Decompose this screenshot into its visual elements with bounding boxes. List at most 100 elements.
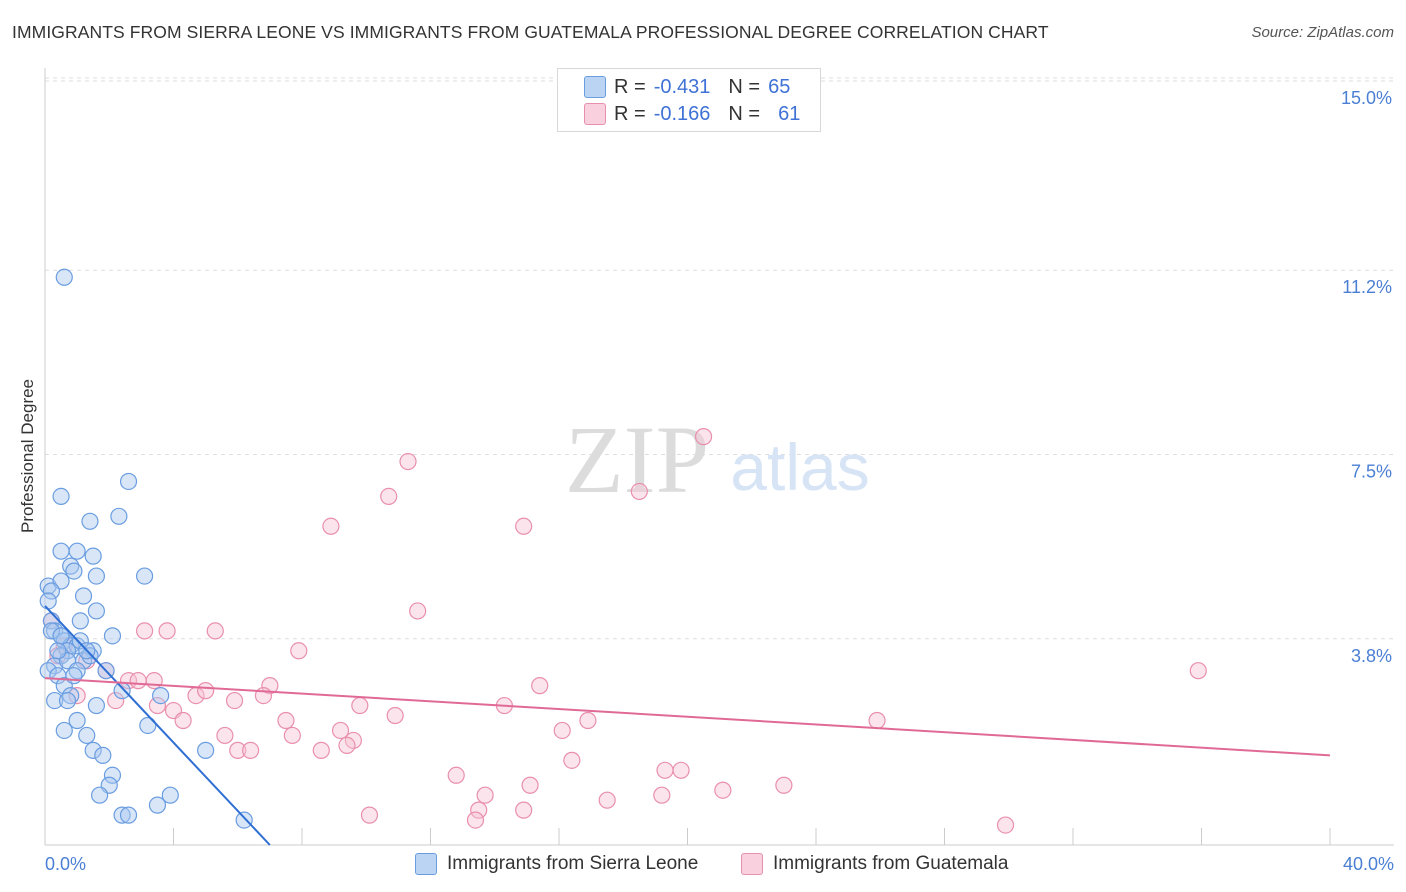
legend-r-value-blue: -0.431 xyxy=(653,75,711,98)
guatemala-point xyxy=(476,786,494,804)
sierra-leone-point xyxy=(52,542,70,560)
bottom-legend-swatch-blue xyxy=(415,853,437,875)
bottom-legend-label-pink: Immigrants from Guatemala xyxy=(773,853,1009,874)
guatemala-point xyxy=(598,791,616,809)
guatemala-point xyxy=(714,781,732,799)
x-tick-label-max: 40.0% xyxy=(1343,854,1394,874)
legend-n-label: N = xyxy=(728,102,761,125)
guatemala-point xyxy=(225,691,244,710)
guatemala-point xyxy=(447,766,465,784)
bottom-legend-label-blue: Immigrants from Sierra Leone xyxy=(447,853,699,874)
guatemala-trend-line xyxy=(44,677,1331,757)
guatemala-point xyxy=(283,726,301,745)
guatemala-point xyxy=(672,761,690,779)
axes xyxy=(44,68,1394,846)
gridlines xyxy=(45,77,1394,640)
guatemala-point xyxy=(656,761,674,779)
legend-r-value-pink: -0.166 xyxy=(653,102,711,125)
sierra-leone-point xyxy=(119,472,138,491)
y-tick-labels: 3.8% 7.5% 11.2% 15.0% xyxy=(1341,88,1392,666)
sierra-leone-point xyxy=(152,686,170,705)
legend-n-label: N = xyxy=(728,75,761,98)
guatemala-point xyxy=(351,696,369,715)
sierra-leone-point xyxy=(94,746,112,764)
guatemala-point xyxy=(135,622,154,640)
sierra-leone-point xyxy=(52,627,70,645)
watermark-atlas: atlas xyxy=(730,430,869,504)
sierra-leone-point xyxy=(39,592,57,610)
sierra-leone-point xyxy=(42,582,61,600)
guatemala-point xyxy=(694,428,713,446)
guatemala-point xyxy=(290,642,308,660)
sierra-leone-point xyxy=(78,726,96,745)
guatemala-point xyxy=(386,706,404,725)
correlation-legend: R = -0.431 N = 65 R = -0.166 N = 61 xyxy=(557,68,821,132)
sierra-leone-point xyxy=(110,507,128,525)
guatemala-point xyxy=(338,736,356,755)
guatemala-point xyxy=(197,682,215,700)
guatemala-point xyxy=(470,801,488,819)
legend-n-value-blue: 65 xyxy=(768,75,791,98)
guatemala-point xyxy=(242,741,260,759)
guatemala-point xyxy=(68,686,86,705)
sierra-leone-point xyxy=(71,612,89,630)
guatemala-point xyxy=(563,751,581,769)
guatemala-point xyxy=(553,721,571,740)
guatemala-point xyxy=(653,786,671,804)
bottom-legend-sierra-leone: Immigrants from Sierra Leone xyxy=(415,851,698,877)
sierra-leone-point xyxy=(148,796,167,814)
guatemala-point xyxy=(107,691,125,710)
sierra-leone-point xyxy=(87,696,106,715)
x-tick-label-min: 0.0% xyxy=(45,854,86,874)
guatemala-point xyxy=(174,711,192,730)
y-tick-label: 15.0% xyxy=(1341,88,1392,108)
guatemala-point xyxy=(331,721,350,740)
guatemala-point xyxy=(158,622,176,640)
sierra-leone-point xyxy=(68,637,86,655)
guatemala-point xyxy=(277,711,295,730)
sierra-leone-point xyxy=(74,587,93,605)
sierra-leone-point xyxy=(62,557,80,575)
y-tick-label: 7.5% xyxy=(1351,462,1392,482)
guatemala-point xyxy=(145,672,163,690)
sierra-leone-point xyxy=(68,662,86,680)
sierra-leone-trend-line xyxy=(44,605,271,846)
sierra-leone-point xyxy=(135,567,154,585)
legend-n-value-pink: 61 xyxy=(778,102,801,125)
sierra-leone-point xyxy=(161,786,179,804)
guatemala-point xyxy=(515,517,533,535)
guatemala-point xyxy=(380,487,398,505)
guatemala-point xyxy=(466,811,485,829)
legend-r-label: R = xyxy=(614,75,646,98)
sierra-leone-point xyxy=(113,806,131,824)
sierra-leone-point xyxy=(49,642,67,660)
guatemala-point xyxy=(409,602,427,620)
sierra-leone-point xyxy=(46,691,64,710)
guatemala-point xyxy=(515,801,533,819)
guatemala-point xyxy=(521,776,539,794)
sierra-leone-point xyxy=(68,542,86,560)
y-tick-label: 3.8% xyxy=(1351,646,1392,666)
watermark-zip: ZIP xyxy=(565,406,709,513)
guatemala-point xyxy=(216,726,234,745)
sierra-leone-point xyxy=(81,647,99,665)
sierra-leone-point xyxy=(87,567,106,585)
sierra-leone-point xyxy=(55,268,73,286)
guatemala-point xyxy=(360,806,379,824)
guatemala-point xyxy=(1189,662,1207,680)
guatemala-point xyxy=(630,482,648,501)
sierra-leone-point xyxy=(65,667,83,685)
sierra-leone-points xyxy=(39,268,253,829)
sierra-leone-point xyxy=(62,686,80,705)
sierra-leone-point xyxy=(52,487,70,505)
legend-swatch-pink xyxy=(584,103,606,125)
sierra-leone-point xyxy=(119,806,138,824)
sierra-leone-point xyxy=(39,577,57,595)
legend-swatch-blue xyxy=(584,76,606,98)
sierra-leone-point xyxy=(235,811,253,829)
sierra-leone-point xyxy=(113,682,131,700)
legend-r-label: R = xyxy=(614,102,646,125)
sierra-leone-point xyxy=(55,721,73,740)
sierra-leone-point xyxy=(71,632,89,650)
